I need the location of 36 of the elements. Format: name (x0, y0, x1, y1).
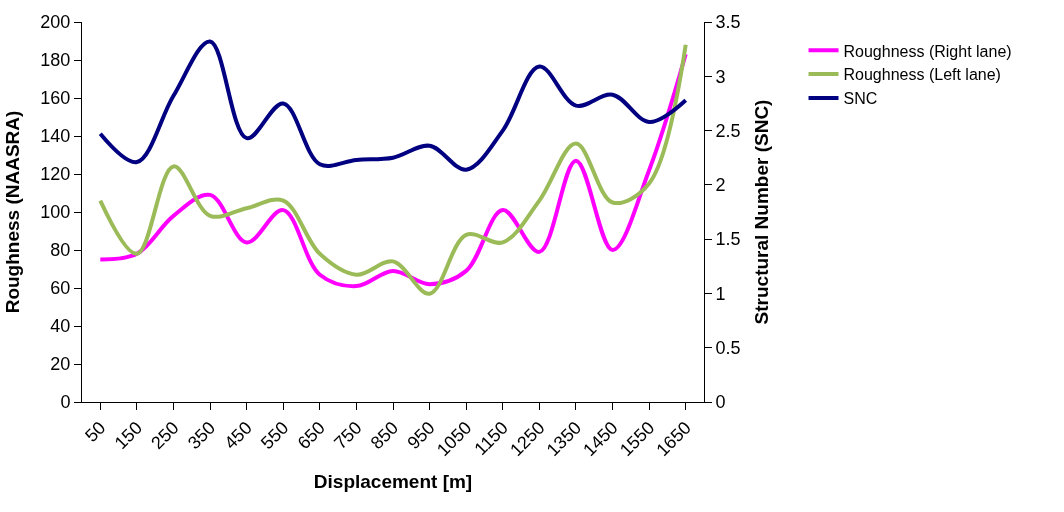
x-tick-label: 250 (147, 417, 183, 454)
y-tick-label: 0 (60, 392, 71, 413)
y-tick-label: 60 (50, 278, 71, 299)
x-axis-title: Displacement [m] (313, 470, 473, 492)
x-tick-label: 950 (403, 417, 439, 454)
y-tick-label: 100 (40, 202, 71, 223)
y-tick-label: 180 (40, 50, 71, 71)
y-tick-label: 160 (40, 88, 71, 109)
legend-label: SNC (843, 90, 878, 108)
y2-tick-label: 3 (715, 66, 726, 87)
legend-label: Roughness (Left lane) (843, 66, 1001, 84)
y2-tick-label: 1.5 (715, 229, 741, 250)
y-tick-label: 200 (40, 12, 71, 33)
line-series (98, 39, 688, 172)
y-tick-label: 120 (40, 164, 71, 185)
x-tick-label: 650 (293, 417, 330, 454)
y-tick-label: 140 (40, 126, 71, 147)
y2-tick-label: 0.5 (715, 338, 741, 359)
legend-label: Roughness (Right lane) (843, 42, 1012, 60)
y-axis-title: Roughness (NAASRA) (2, 110, 24, 314)
x-tick-label: 50 (81, 417, 110, 446)
y2-tick-label: 1 (715, 283, 726, 304)
y-tick-label: 80 (50, 240, 71, 261)
x-tick-label: 850 (366, 417, 403, 454)
x-tick-label: 750 (330, 417, 366, 454)
y2-tick-label: 2.5 (715, 120, 741, 141)
y2-tick-label: 3.5 (715, 12, 741, 33)
y2-tick-label: 2 (715, 175, 726, 196)
x-tick-label: 550 (257, 417, 293, 454)
x-tick-label: 450 (220, 417, 256, 454)
y2-axis-title: Structural Number (SNC) (751, 99, 773, 325)
y2-tick-label: 0 (715, 392, 726, 413)
x-tick-label: 150 (110, 417, 147, 454)
y-tick-label: 20 (50, 354, 71, 375)
x-tick-label: 350 (183, 417, 220, 454)
y-tick-label: 40 (50, 316, 71, 337)
